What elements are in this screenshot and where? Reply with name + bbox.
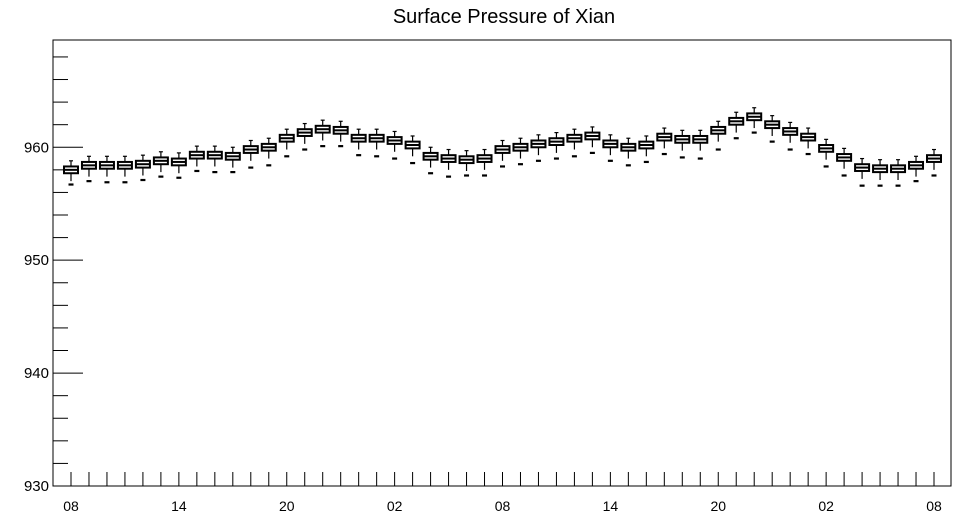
box-item — [548, 131, 565, 160]
x-tick-label: 14 — [171, 498, 187, 514]
box-item — [188, 145, 205, 173]
box-item — [836, 147, 853, 177]
box-item — [350, 128, 367, 157]
box-item — [728, 111, 745, 140]
box-item — [512, 137, 529, 166]
box-item — [476, 148, 493, 177]
plot-frame — [52, 39, 952, 487]
x-tick-label: 08 — [63, 498, 79, 514]
box-item — [134, 154, 151, 182]
box-item — [656, 127, 673, 156]
y-tick-label: 950 — [24, 252, 49, 269]
box-item — [458, 150, 475, 177]
box-item — [494, 139, 511, 168]
box-item — [566, 128, 583, 158]
y-tick-label: 960 — [24, 139, 49, 156]
box-item — [206, 145, 223, 174]
box-item — [530, 134, 547, 162]
box-item — [116, 155, 133, 184]
y-tick-label: 930 — [24, 478, 49, 495]
x-tick-label: 08 — [926, 498, 942, 514]
box-item — [224, 146, 241, 174]
box-item — [170, 152, 187, 179]
box-item — [908, 155, 925, 183]
box-item — [890, 159, 907, 187]
x-tick-label: 08 — [495, 498, 511, 514]
box-item — [620, 137, 637, 167]
x-tick-label: 02 — [387, 498, 403, 514]
box-item — [764, 115, 781, 143]
box-item — [98, 155, 115, 184]
box-item — [242, 139, 259, 169]
box-item — [638, 135, 655, 164]
box-item — [584, 126, 601, 155]
box-item — [440, 148, 457, 178]
box-item — [746, 107, 763, 134]
box-item — [80, 155, 97, 183]
box-series — [63, 107, 942, 187]
x-axis: 08 14 20 02 08 14 20 02 08 — [63, 472, 942, 514]
box-item — [422, 146, 439, 175]
box-item — [926, 148, 942, 177]
box-item — [152, 151, 169, 178]
box-item — [63, 160, 79, 186]
x-tick-label: 20 — [279, 498, 295, 514]
box-item — [314, 119, 331, 148]
box-item — [872, 159, 889, 187]
x-tick-label: 20 — [710, 498, 726, 514]
box-item — [386, 130, 403, 160]
box-item — [332, 120, 349, 148]
box-item — [296, 122, 313, 151]
box-item — [404, 135, 421, 165]
box-item — [368, 128, 385, 158]
box-item — [602, 134, 619, 162]
box-item — [710, 120, 727, 151]
x-tick-label: 14 — [603, 498, 619, 514]
box-item — [854, 157, 871, 187]
box-item — [260, 137, 277, 167]
box-item — [818, 138, 835, 168]
y-axis: 930 940 950 960 — [24, 56, 83, 495]
y-tick-label: 940 — [24, 365, 49, 382]
box-item — [782, 121, 799, 151]
box-item — [800, 127, 817, 156]
x-tick-label: 02 — [818, 498, 834, 514]
chart-title: Surface Pressure of Xian — [393, 6, 615, 28]
box-item — [674, 129, 691, 159]
box-item — [278, 128, 295, 158]
box-item — [692, 129, 709, 160]
